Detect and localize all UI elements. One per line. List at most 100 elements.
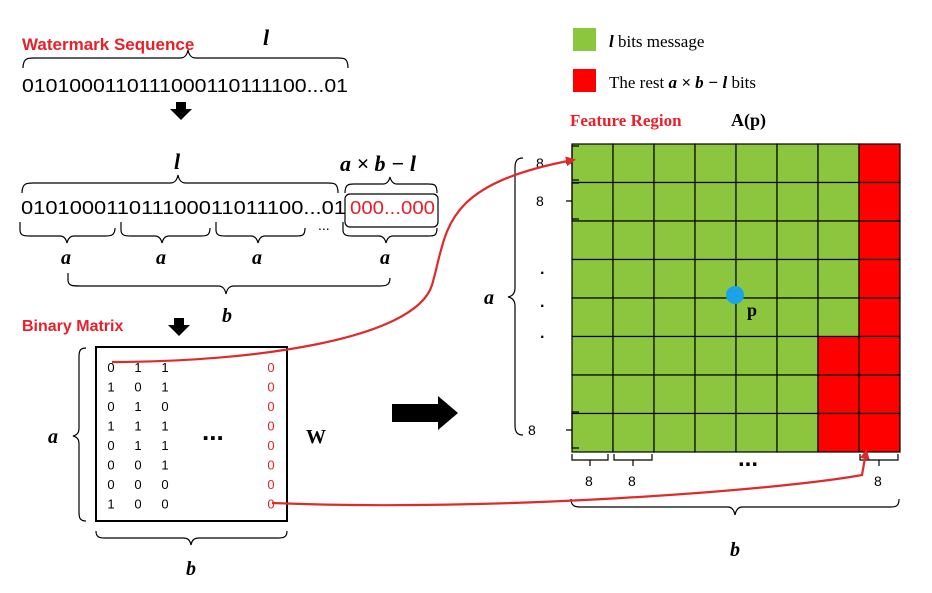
grid-cell-message bbox=[571, 258, 614, 299]
legend-red-swatch bbox=[573, 69, 596, 92]
grid-cell-message bbox=[612, 374, 655, 415]
matrix-width-brace bbox=[95, 530, 288, 546]
grid-cell-message bbox=[612, 181, 655, 222]
grid-cell-message bbox=[817, 220, 860, 261]
grid-cell-message bbox=[776, 220, 819, 261]
grid-cell-padding bbox=[858, 143, 901, 184]
grid-cell-padding bbox=[858, 220, 901, 261]
matrix-height-label: a bbox=[48, 426, 58, 448]
grid-cell-padding bbox=[858, 412, 901, 453]
feature-region-title: Feature Region bbox=[570, 111, 682, 130]
segment-label-4: a bbox=[380, 247, 390, 269]
matrix-ellipsis: ... bbox=[202, 416, 224, 446]
cell-width-label-3: 8 bbox=[874, 473, 882, 489]
grid-cell-message bbox=[571, 297, 614, 338]
padding-length-brace bbox=[344, 176, 438, 194]
binary-matrix-title: Binary Matrix bbox=[22, 318, 123, 335]
grid-cell-message bbox=[653, 412, 696, 453]
grid-cell-message bbox=[694, 335, 737, 376]
matrix-width-label: b bbox=[186, 558, 196, 580]
legend-rest-text: The rest a × b − l bits bbox=[609, 73, 756, 92]
segments-total-brace bbox=[67, 273, 391, 295]
matrix-bit: 0 bbox=[161, 497, 168, 512]
grid-cell-message bbox=[612, 143, 655, 184]
grid-cell-message bbox=[694, 374, 737, 415]
matrix-padding-bit: 0 bbox=[267, 477, 274, 492]
matrix-padding-bit: 0 bbox=[267, 419, 274, 434]
grid-cell-padding bbox=[858, 181, 901, 222]
matrix-bit: 1 bbox=[161, 458, 168, 473]
grid-cell-message bbox=[735, 181, 778, 222]
grid-cell-padding bbox=[817, 335, 860, 376]
center-point-label: p bbox=[747, 300, 757, 320]
down-arrow-icon bbox=[170, 102, 192, 120]
grid-cell-message bbox=[776, 374, 819, 415]
cell-height-label-3: 8 bbox=[528, 422, 536, 438]
cell-height-brace-2 bbox=[566, 182, 579, 220]
matrix-bit: 0 bbox=[107, 438, 114, 453]
grid-cell-message bbox=[612, 258, 655, 299]
legend-green-swatch bbox=[573, 28, 596, 51]
feature-region-grid bbox=[571, 143, 901, 453]
grid-cell-message bbox=[735, 220, 778, 261]
segment-brace-1 bbox=[19, 222, 116, 244]
legend-rest-prefix: The rest bbox=[609, 73, 668, 92]
grid-cell-message bbox=[653, 374, 696, 415]
segment-ellipsis: ... bbox=[318, 217, 330, 233]
padded-length-brace bbox=[21, 174, 339, 194]
feature-region-name: A(p) bbox=[731, 110, 766, 131]
matrix-name-w: W bbox=[306, 426, 326, 448]
bottom-ellipsis: ... bbox=[738, 445, 758, 472]
matrix-padding-bit: 0 bbox=[267, 360, 274, 375]
segments-total-label: b bbox=[222, 305, 232, 327]
grid-cell-padding bbox=[858, 258, 901, 299]
grid-cell-message bbox=[694, 297, 737, 338]
matrix-bit: 1 bbox=[161, 438, 168, 453]
left-vertical-dot-1: · bbox=[540, 265, 545, 282]
grid-cell-message bbox=[735, 374, 778, 415]
segment-label-1: a bbox=[61, 247, 71, 269]
grid-cell-message bbox=[776, 143, 819, 184]
grid-cell-message bbox=[571, 220, 614, 261]
grid-cell-padding bbox=[858, 297, 901, 338]
matrix-bit: 0 bbox=[134, 477, 141, 492]
cell-width-label-1: 8 bbox=[585, 473, 593, 489]
matrix-bit: 1 bbox=[161, 419, 168, 434]
grid-cell-message bbox=[653, 258, 696, 299]
binary-matrix-box bbox=[95, 346, 288, 522]
grid-cell-message bbox=[694, 220, 737, 261]
cell-width-label-2: 8 bbox=[628, 473, 636, 489]
matrix-bit: 1 bbox=[134, 419, 141, 434]
matrix-padding-bit: 0 bbox=[267, 380, 274, 395]
matrix-bit: 1 bbox=[134, 438, 141, 453]
segment-label-3: a bbox=[252, 247, 262, 269]
center-point-p bbox=[726, 286, 744, 304]
embed-padding-bits-arrow bbox=[271, 449, 870, 507]
matrix-bit: 0 bbox=[134, 497, 141, 512]
matrix-bit: 0 bbox=[134, 380, 141, 395]
legend-rest-suffix: bits bbox=[727, 73, 756, 92]
segment-brace-2 bbox=[120, 222, 211, 244]
matrix-bit: 1 bbox=[161, 380, 168, 395]
padding-length-label: a × b − l bbox=[340, 151, 417, 176]
grid-cell-message bbox=[612, 335, 655, 376]
binary-matrix-cells: 0 1 1 0 1 0 1 0 0 1 0 0 1 1 1 0 0 1 1 0 0 0 1 0 0 0 0 0 1 0 0 0 bbox=[107, 360, 274, 512]
right-arrow-icon bbox=[392, 396, 458, 430]
grid-cell-message bbox=[653, 297, 696, 338]
matrix-bit: 0 bbox=[107, 458, 114, 473]
grid-cell-message bbox=[612, 412, 655, 453]
grid-cell-message bbox=[776, 258, 819, 299]
matrix-bit: 1 bbox=[161, 360, 168, 375]
cell-height-label-1: 8 bbox=[536, 155, 544, 171]
matrix-bit: 0 bbox=[161, 477, 168, 492]
grid-cell-message bbox=[776, 181, 819, 222]
grid-cell-message bbox=[776, 412, 819, 453]
left-vertical-dot-2: · bbox=[540, 298, 545, 315]
grid-cell-message bbox=[653, 335, 696, 376]
region-width-label: b bbox=[730, 539, 740, 561]
grid-cell-message bbox=[817, 143, 860, 184]
segment-label-2: a bbox=[156, 247, 166, 269]
grid-cell-message bbox=[571, 143, 614, 184]
legend-message-symbol: l bbox=[609, 32, 614, 51]
grid-cell-message bbox=[612, 220, 655, 261]
